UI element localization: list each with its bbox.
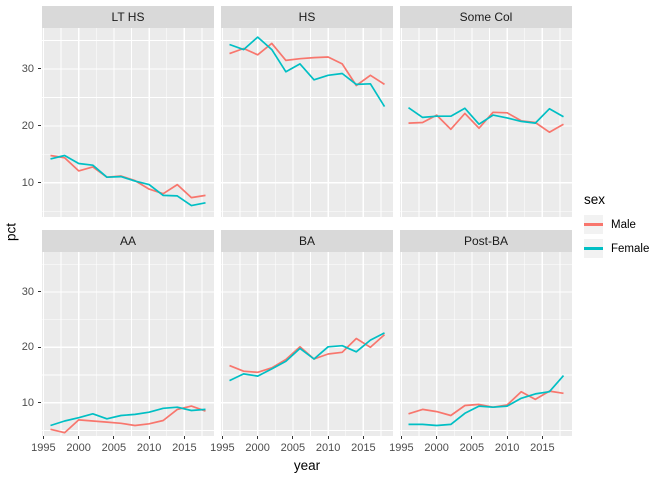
- y-tick-label: 20: [21, 341, 34, 354]
- x-tick-label: 1995: [31, 442, 56, 454]
- y-tick: [38, 402, 41, 404]
- x-tick: [42, 436, 44, 439]
- x-tick: [257, 436, 259, 439]
- x-tick-label: 2015: [172, 442, 197, 454]
- gridlines: [400, 28, 572, 217]
- facet-label: AA: [119, 234, 136, 248]
- legend-item-female: Female: [584, 239, 670, 258]
- line-male: [50, 405, 206, 434]
- line-female: [50, 406, 206, 427]
- x-tick-label: 2005: [101, 442, 127, 454]
- x-tick: [327, 436, 329, 439]
- x-tick-label: 2015: [530, 442, 555, 454]
- x-tick: [362, 436, 364, 439]
- y-tick: [38, 291, 41, 293]
- facet-strip-lt-hs: LT HS: [42, 6, 214, 28]
- facet-label: HS: [298, 10, 316, 24]
- x-tick: [183, 436, 185, 439]
- legend-item-label: Male: [611, 218, 636, 231]
- x-tick-label: 2000: [424, 442, 449, 454]
- x-tick-label: 1995: [210, 442, 235, 454]
- y-axis-title: pct: [3, 222, 19, 242]
- facet-strip-hs: HS: [221, 6, 393, 28]
- facet-strip-post-ba: Post-BA: [400, 230, 572, 252]
- legend-item-male: Male: [584, 215, 670, 234]
- line-female: [408, 375, 565, 427]
- x-tick: [148, 436, 150, 439]
- legend-items: Male Female: [584, 215, 670, 258]
- x-tick-label: 2010: [494, 442, 520, 454]
- line-female: [229, 332, 385, 382]
- facet-strip-ba: BA: [221, 230, 393, 252]
- legend-key-male: [584, 215, 603, 234]
- facet-panel-some-col: [400, 28, 572, 217]
- y-tick: [38, 68, 41, 70]
- x-tick: [400, 436, 402, 439]
- line-female: [229, 36, 386, 108]
- gridlines: [221, 252, 393, 436]
- x-tick: [506, 436, 508, 439]
- facet-label: BA: [298, 234, 315, 248]
- facet-panel-ba: [221, 252, 393, 436]
- x-tick-label: 2000: [245, 442, 270, 454]
- facet-strip-aa: AA: [42, 230, 214, 252]
- y-tick-label: 20: [21, 119, 34, 132]
- x-tick-label: 2000: [66, 442, 91, 454]
- y-tick-label: 30: [21, 62, 34, 75]
- legend-item-label: Female: [611, 242, 650, 255]
- x-tick-label: 1995: [389, 442, 414, 454]
- gridlines: [42, 252, 214, 436]
- gridlines: [42, 28, 214, 217]
- line-female: [408, 106, 564, 126]
- x-tick: [541, 436, 543, 439]
- facet-panel-hs: [221, 28, 393, 217]
- x-tick: [221, 436, 223, 439]
- facet-label: Some Col: [459, 10, 513, 24]
- legend-key-line: [584, 223, 603, 226]
- facet-panel-post-ba: [400, 252, 572, 436]
- facet-panel-lt-hs: [42, 28, 214, 217]
- x-tick: [78, 436, 80, 439]
- x-axis-title: year: [293, 458, 321, 473]
- x-tick: [292, 436, 294, 439]
- x-tick: [436, 436, 438, 439]
- facet-strip-some-col: Some Col: [400, 6, 572, 28]
- x-tick-label: 2010: [315, 442, 341, 454]
- line-female: [50, 154, 206, 207]
- y-tick: [38, 125, 41, 127]
- y-tick-label: 10: [21, 176, 34, 189]
- facet-label: Post-BA: [463, 234, 508, 248]
- x-tick-label: 2015: [351, 442, 376, 454]
- x-tick-label: 2010: [136, 442, 162, 454]
- y-tick: [38, 182, 41, 184]
- x-tick: [471, 436, 473, 439]
- y-tick-label: 30: [21, 285, 34, 298]
- legend: sex Male Female: [584, 192, 670, 263]
- y-tick-label: 10: [21, 396, 34, 409]
- facet-panel-aa: [42, 252, 214, 436]
- facet-label: LT HS: [111, 10, 145, 24]
- x-tick-label: 2005: [459, 442, 485, 454]
- legend-title: sex: [584, 192, 606, 207]
- legend-key-female: [584, 239, 603, 258]
- y-tick: [38, 346, 41, 348]
- x-tick-label: 2005: [280, 442, 306, 454]
- x-tick: [113, 436, 115, 439]
- legend-key-line: [584, 247, 603, 250]
